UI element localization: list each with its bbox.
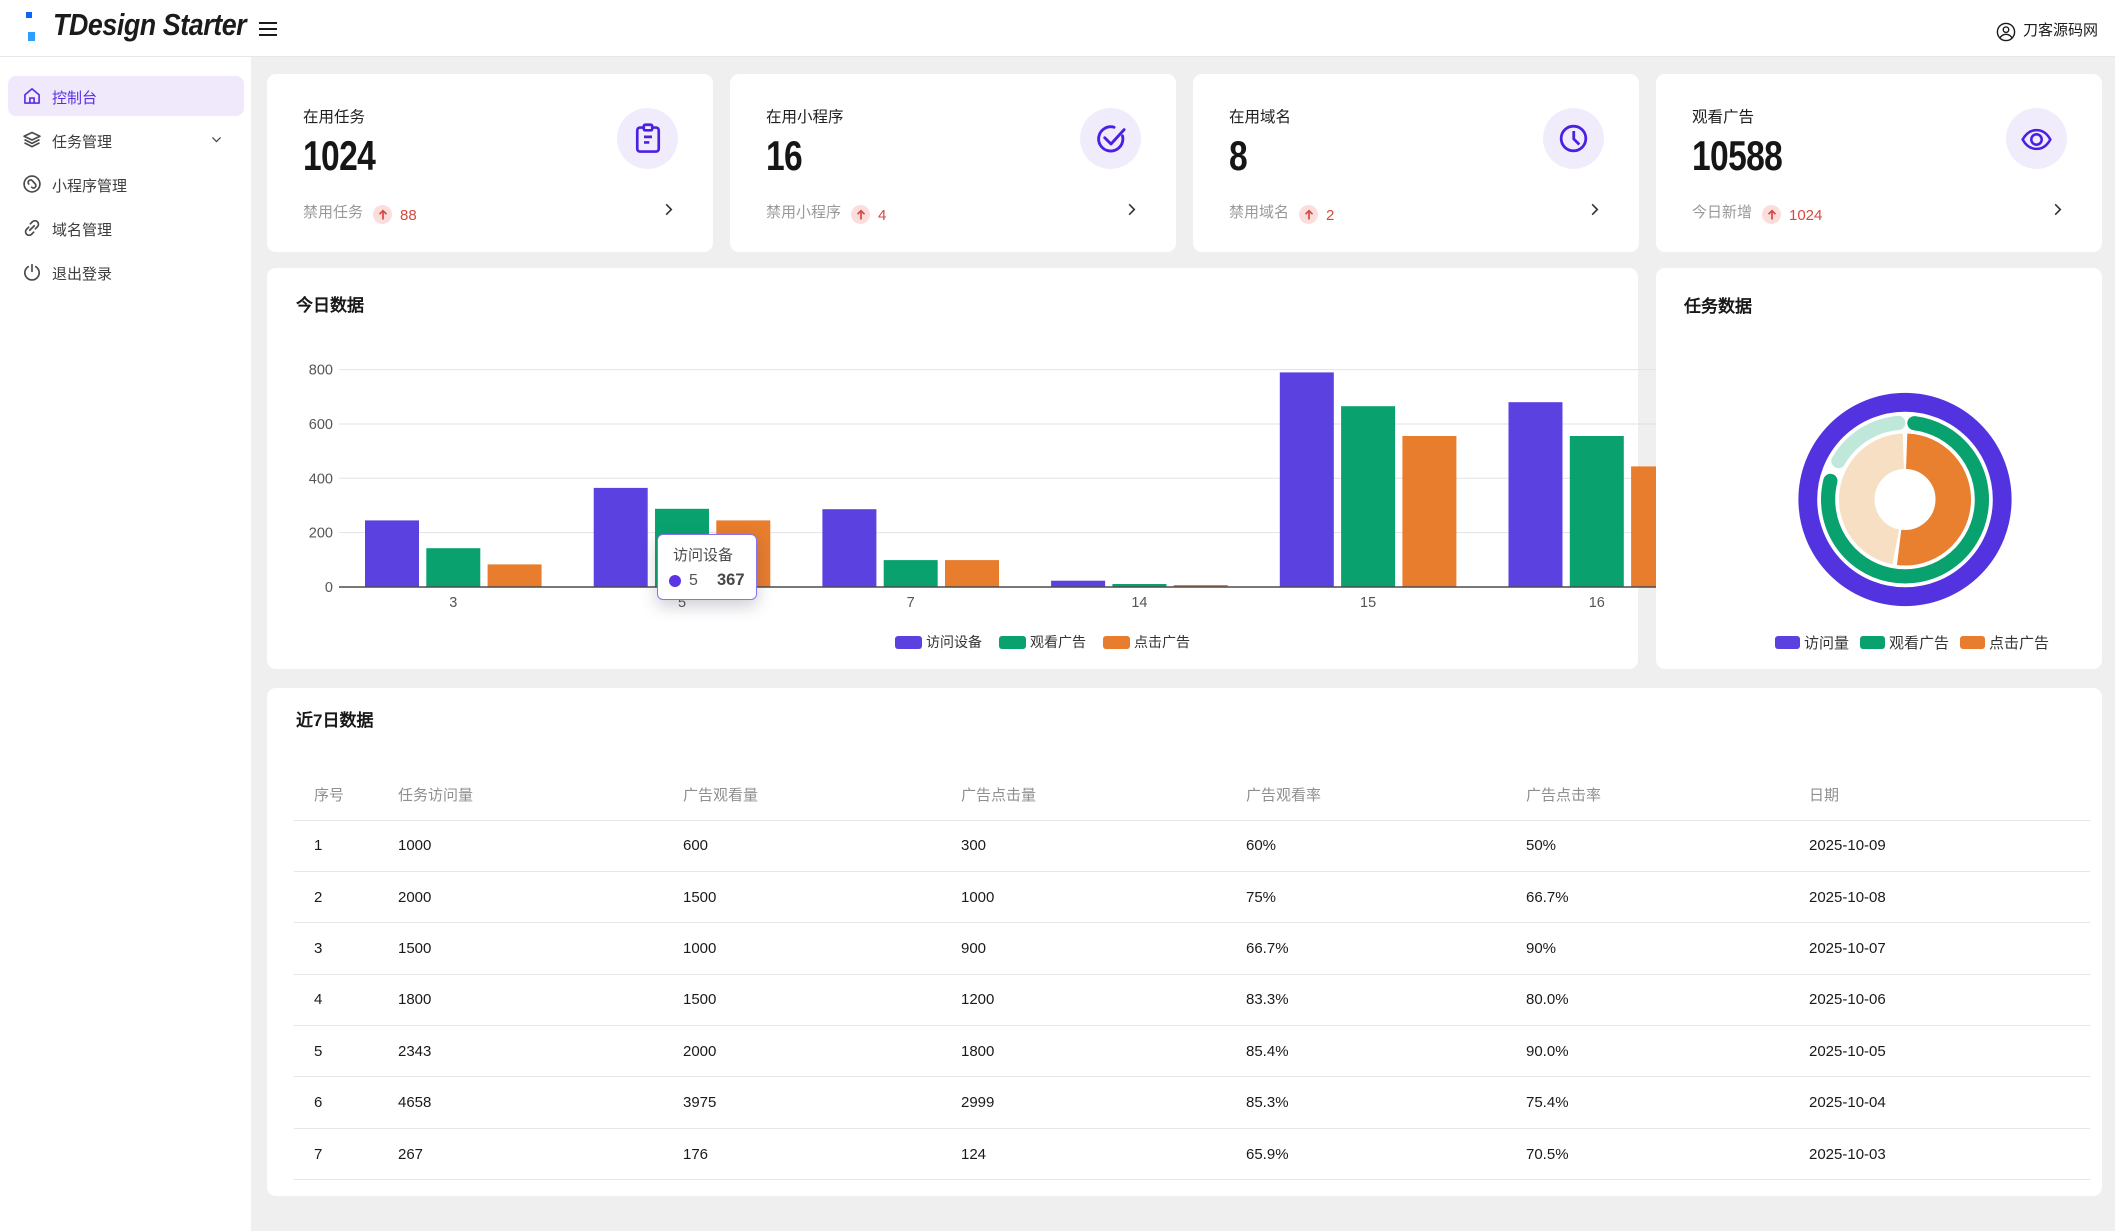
svg-text:400: 400 bbox=[309, 471, 333, 487]
svg-text:16: 16 bbox=[1589, 595, 1605, 611]
svg-text:0: 0 bbox=[325, 580, 333, 596]
svg-text:800: 800 bbox=[309, 363, 333, 379]
svg-text:7: 7 bbox=[907, 595, 915, 611]
svg-text:5: 5 bbox=[678, 595, 686, 611]
svg-text:200: 200 bbox=[309, 526, 333, 542]
svg-text:600: 600 bbox=[309, 417, 333, 433]
svg-text:14: 14 bbox=[1131, 595, 1147, 611]
svg-text:3: 3 bbox=[449, 595, 457, 611]
svg-text:15: 15 bbox=[1360, 595, 1376, 611]
